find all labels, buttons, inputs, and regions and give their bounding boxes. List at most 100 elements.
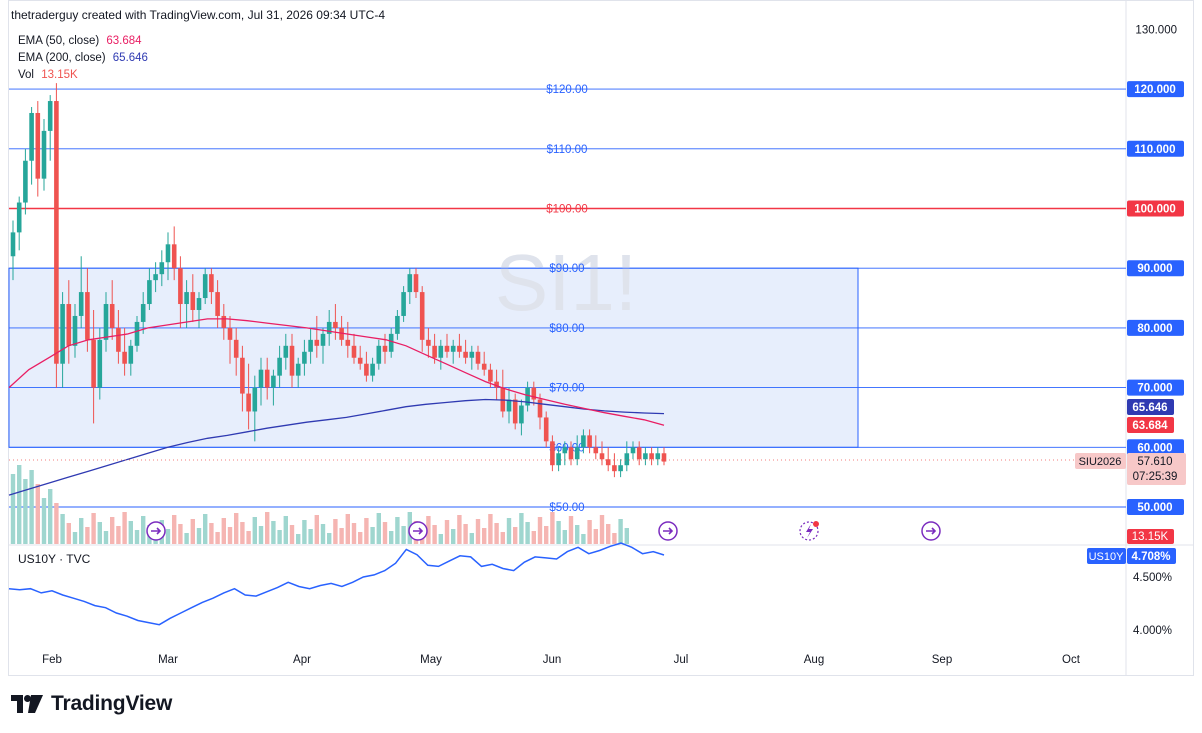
volume-bar <box>624 528 629 544</box>
price-axis-label: 80.000 <box>1137 323 1172 335</box>
candle-body <box>153 274 158 281</box>
last-price-badge <box>1127 453 1186 485</box>
ema200-line[interactable] <box>8 398 665 496</box>
candle-body <box>116 327 121 352</box>
candle-body <box>159 262 165 275</box>
volume-bar <box>599 515 605 544</box>
candle-body <box>209 274 214 293</box>
time-axis-label: May <box>420 654 442 666</box>
us10y-pane-legend[interactable]: US10Y · TVC <box>18 552 91 566</box>
volume-bar <box>525 522 530 544</box>
candle-body <box>636 447 642 460</box>
ema50-axis-badge-text: 63.684 <box>1132 420 1168 432</box>
tradingview-logo-text: TradingView <box>51 692 173 715</box>
tradingview-logo[interactable]: TradingView <box>11 690 172 718</box>
candle-body <box>426 339 431 346</box>
time-axis-label: Mar <box>158 654 178 666</box>
volume-bar <box>302 520 307 544</box>
candle-body <box>41 130 47 179</box>
volume-axis-badge-text: 13.15K <box>1132 531 1169 543</box>
volume-bar <box>79 518 84 544</box>
volume-bar <box>537 517 543 544</box>
ema200-axis-badge <box>1127 399 1174 415</box>
volume-bar <box>432 525 437 544</box>
us10y-value-badge <box>1127 548 1176 564</box>
candle-body <box>519 405 524 424</box>
earnings-marker-bolt <box>806 524 813 538</box>
candle-body <box>593 447 599 454</box>
volume-bar <box>91 513 96 544</box>
price-axis-badge <box>1127 439 1184 456</box>
volume-bar <box>593 529 598 544</box>
candle-body <box>289 345 295 376</box>
candle-body <box>345 339 351 346</box>
volume-bar <box>401 526 406 544</box>
candle-body <box>506 399 512 412</box>
volume-bar <box>382 522 388 544</box>
candle-body <box>283 345 289 358</box>
volume-bar <box>17 465 22 544</box>
volume-bar <box>54 503 59 544</box>
volume-bar <box>314 515 319 544</box>
volume-bar <box>128 521 133 544</box>
volume-bar <box>48 489 53 544</box>
volume-bar <box>72 532 78 544</box>
candle-body <box>29 112 34 161</box>
ema200-legend[interactable]: EMA (200, close) 65.646 <box>18 50 148 67</box>
us10y-symbol-tag <box>1087 548 1126 564</box>
volume-bar <box>475 519 481 544</box>
price-axis-label: 70.000 <box>1137 383 1172 395</box>
volume-bar <box>265 512 270 544</box>
candle-body <box>178 268 183 305</box>
volume-bar <box>320 524 326 544</box>
last-price-value: 57.610 <box>1137 456 1172 468</box>
level-label: $90.00 <box>549 263 584 275</box>
earnings-marker-icon <box>799 521 819 541</box>
volume-bar <box>556 521 561 544</box>
candle-body <box>190 292 196 310</box>
level-label: $120.00 <box>546 84 588 96</box>
candle-body <box>574 447 580 460</box>
volume-bar <box>227 527 233 544</box>
candle-body <box>562 447 568 454</box>
ema50-legend[interactable]: EMA (50, close) 63.684 <box>18 33 142 50</box>
candle-body <box>97 339 103 388</box>
volume-bar <box>209 523 214 544</box>
ema50-legend-value: 63.684 <box>106 35 142 47</box>
volume-bar <box>438 534 443 544</box>
volume-bar <box>506 518 512 544</box>
volume-bar <box>97 522 102 544</box>
volume-bar <box>370 527 375 544</box>
ema50-line[interactable] <box>8 318 665 426</box>
price-axis-badge <box>1127 499 1184 515</box>
volume-bar <box>345 514 350 544</box>
time-axis-label: Jul <box>674 654 689 666</box>
event-marker-arrow <box>663 527 674 535</box>
volume-bar <box>184 533 189 544</box>
volume-bar <box>252 517 257 544</box>
candle-body <box>457 345 462 352</box>
candle-body <box>556 453 561 466</box>
candle-body <box>618 465 623 472</box>
tradingview-logo-icon <box>11 695 43 713</box>
volume-bar <box>618 519 623 544</box>
candle-body <box>438 345 444 358</box>
volume-legend[interactable]: Vol 13.15K <box>18 67 78 84</box>
candle-body <box>78 292 84 316</box>
price-axis-badge <box>1127 200 1184 217</box>
candle-body <box>326 321 332 334</box>
candle-body <box>221 315 227 328</box>
price-axis-badge <box>1127 319 1184 336</box>
price-axis-label: 50.000 <box>1137 502 1172 514</box>
level-label: $50.00 <box>549 502 584 514</box>
candle-body <box>227 327 233 340</box>
time-axis-label: Oct <box>1062 654 1081 666</box>
symbol-tag <box>1075 453 1126 469</box>
volume-bar <box>568 516 574 544</box>
time-axis-label: Apr <box>293 654 311 666</box>
symbol-tag-text: SIU2026 <box>1079 456 1122 468</box>
volume-bar <box>463 524 468 544</box>
event-marker-arrow <box>926 527 937 535</box>
candle-body <box>128 345 134 364</box>
price-chart[interactable]: SI1! $120.00 $110.00 $100.00 $90.00 $80.00 $7… <box>0 0 1202 676</box>
